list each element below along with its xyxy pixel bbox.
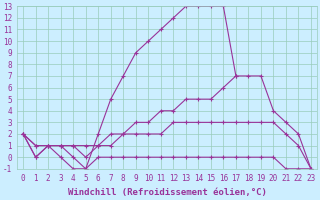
X-axis label: Windchill (Refroidissement éolien,°C): Windchill (Refroidissement éolien,°C) bbox=[68, 188, 267, 197]
